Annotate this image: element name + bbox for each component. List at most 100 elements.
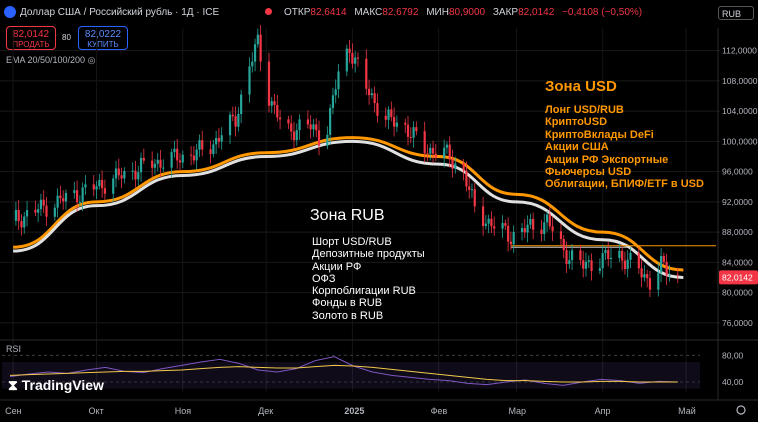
candle-body <box>415 127 418 132</box>
candle-body <box>484 223 487 227</box>
candle-body <box>462 163 465 171</box>
header-bar: Доллар США / Российский рубль · 1Д · ICE… <box>0 0 758 28</box>
candle-body <box>337 71 340 90</box>
settings-icon[interactable] <box>736 405 746 415</box>
candle-body <box>251 61 254 67</box>
buy-label: КУПИТЬ <box>87 40 119 49</box>
candle-body <box>587 260 590 262</box>
candle-body <box>473 189 476 207</box>
candle-body <box>601 253 604 269</box>
ema-line-white <box>13 139 684 280</box>
candle-body <box>465 170 468 187</box>
candle-body <box>201 140 204 150</box>
candle-body <box>162 167 165 169</box>
candle-body <box>98 180 101 187</box>
candle-body <box>112 178 115 194</box>
candle-body <box>178 160 182 163</box>
rub-zone-item: ОФЗ <box>312 272 336 285</box>
candle-body <box>584 261 588 269</box>
candle-body <box>629 252 632 260</box>
candle-body <box>356 57 360 59</box>
candle-body <box>75 190 79 203</box>
brand-text: TradingView <box>21 377 104 393</box>
candle-body <box>646 274 649 279</box>
candle-body <box>151 160 154 168</box>
candle-body <box>195 149 198 161</box>
candle-body <box>20 221 23 228</box>
candle-body <box>142 157 145 161</box>
candle-body <box>192 155 195 161</box>
candle-body <box>423 131 426 154</box>
ohlc-open-value: 82,6414 <box>310 7 347 18</box>
ema-line-orange <box>13 136 684 272</box>
candle-body <box>548 214 551 227</box>
candle-body <box>373 93 376 104</box>
candle-body <box>34 210 37 213</box>
rub-zone-item: Депозитные продукты <box>312 248 425 261</box>
candle-body <box>448 144 451 160</box>
last-price-tag <box>719 270 758 285</box>
usd-zone-item: КриптоUSD <box>545 116 608 129</box>
tradingview-logo[interactable]: ⧗ TradingView <box>8 377 104 394</box>
ohlc-change-value: −0,4108 (−0,50%) <box>562 7 643 18</box>
ohlc-low-value: 80,9000 <box>448 7 486 18</box>
candle-body <box>217 137 221 142</box>
candle-body <box>312 124 315 130</box>
rsi-tick-label: 80,00 <box>722 350 744 360</box>
flag-icon <box>4 6 16 18</box>
ohlc-high-value: 82,6792 <box>382 7 419 18</box>
rub-zone-title: Зона RUB <box>310 207 385 224</box>
candle-body <box>212 144 215 154</box>
time-axis: Сен Окт Ноя Дек 2025 Фев Мар Апр Май <box>5 405 746 416</box>
symbol-title[interactable]: Доллар США / Российский рубль · 1Д · ICE <box>20 7 220 18</box>
candle-body <box>623 260 627 270</box>
sell-button[interactable]: 82,0142 ПРОДАТЬ <box>6 26 56 50</box>
buy-button[interactable]: 82,0222 КУПИТЬ <box>78 26 128 50</box>
price-tick-label: 100,0000 <box>722 136 758 146</box>
candle-body <box>256 34 259 45</box>
rub-zone-item: Акции РФ <box>312 260 362 273</box>
candle-body <box>501 223 504 229</box>
candle-body <box>582 260 585 269</box>
rsi-pane: 80,00 40,00 <box>2 350 744 389</box>
candle-body <box>540 229 543 234</box>
currency-selector[interactable]: RUB <box>718 6 754 20</box>
ohlc-close-key: ЗАКР <box>492 7 519 18</box>
candle-body <box>665 261 668 276</box>
candle-body <box>273 101 276 105</box>
candle-body <box>326 134 329 146</box>
candle-body <box>220 135 223 142</box>
candle-body <box>276 104 279 118</box>
grid-lines <box>0 28 758 401</box>
candle-body <box>570 250 574 261</box>
candle-body <box>59 195 62 199</box>
candle-body <box>562 239 565 251</box>
market-status-dot <box>265 8 272 15</box>
ema-indicator-label[interactable]: EMA 20/50/100/200 ◎ <box>6 55 95 66</box>
candle-body <box>387 109 390 120</box>
candle-body <box>317 130 321 146</box>
candle-body <box>45 205 48 217</box>
candle-body <box>331 95 335 109</box>
spread-value: 80 <box>62 33 71 42</box>
rsi-indicator-label[interactable]: RSI <box>6 344 22 354</box>
candle-body <box>445 144 449 148</box>
candle-body <box>559 231 563 240</box>
candle-body <box>626 259 629 270</box>
usd-zone-title: Зона USD <box>545 78 617 95</box>
candle-body <box>509 241 513 245</box>
candle-body <box>287 119 290 124</box>
candle-body <box>621 250 624 261</box>
candle-body <box>565 250 568 265</box>
candle-body <box>329 108 332 135</box>
candle-body <box>228 114 232 136</box>
candle-body <box>290 123 293 132</box>
candle-body <box>365 58 368 89</box>
eye-icon[interactable]: ◎ <box>87 55 96 65</box>
candle-body <box>412 127 415 138</box>
candle-body <box>101 180 104 189</box>
candle-body <box>159 159 162 168</box>
candle-body <box>609 257 613 260</box>
candle-body <box>676 274 679 276</box>
